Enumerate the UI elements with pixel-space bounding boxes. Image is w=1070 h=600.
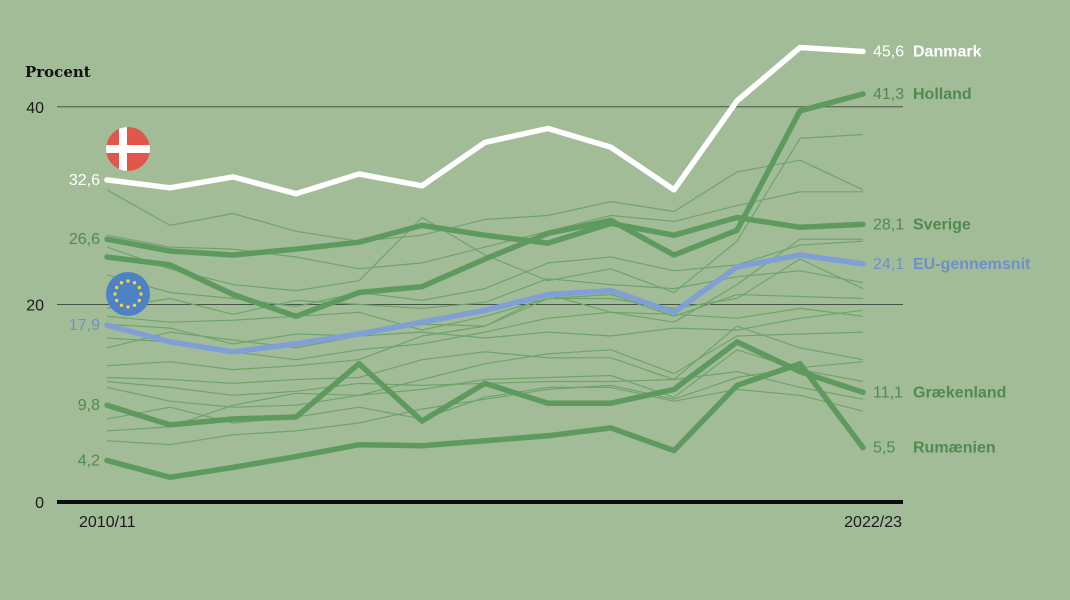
series-name-label-rumaenien: Rumænien (913, 440, 996, 457)
end-value-label-danmark: 45,6 (873, 43, 904, 60)
background-series-line-9 (106, 309, 864, 349)
end-value-label-sverige: 28,1 (873, 216, 904, 233)
series-line-danmark (104, 44, 866, 197)
x-tick-label-end: 2022/23 (844, 514, 902, 531)
background-series-line-13 (106, 349, 864, 408)
background-series-line-14 (106, 386, 864, 424)
y-tick-label-40: 40 (26, 100, 44, 117)
start-value-label-eu-gennemsnit: 17,9 (69, 317, 100, 334)
start-value-label-rumaenien: 4,2 (78, 453, 100, 470)
series-line-sverige (104, 214, 866, 258)
background-series-line-5 (106, 270, 864, 315)
background-series-line-2 (106, 191, 863, 270)
background-series-line-10 (106, 238, 863, 371)
series-name-label-sverige: Sverige (913, 216, 971, 233)
x-tick-label-start: 2010/11 (79, 514, 136, 531)
eu-flag-icon (106, 272, 150, 316)
start-value-label-graekenland: 9,8 (78, 397, 100, 414)
background-series-line-15 (106, 331, 864, 432)
background-series-line-4 (106, 240, 864, 307)
chart-overlay: 32,6 45,6 Danmark 41,3 Holland 26,6 28,1 Sverig… (25, 43, 1031, 531)
danish-flag-icon (106, 127, 150, 171)
y-axis-title: Procent (25, 63, 91, 81)
end-value-label-holland: 41,3 (873, 86, 904, 103)
series-name-label-danmark: Danmark (913, 43, 982, 60)
series-name-label-graekenland: Grækenland (913, 384, 1006, 401)
y-tick-label-20: 20 (26, 297, 44, 314)
series-line-eu-gennemsnit (104, 252, 866, 355)
background-series-line-3 (106, 133, 864, 294)
background-series-line-1 (106, 159, 864, 242)
background-series-line-16 (106, 361, 864, 446)
highlighted-series-group (104, 44, 866, 481)
series-name-label-holland: Holland (913, 86, 972, 103)
start-value-label-sverige: 26,6 (69, 231, 100, 248)
y-tick-label-0: 0 (35, 495, 44, 512)
start-value-label-danmark: 32,6 (69, 172, 100, 189)
series-name-label-eu-gennemsnit: EU-gennemsnit (913, 256, 1031, 273)
background-series-line-11 (106, 325, 864, 384)
end-value-label-rumaenien: 5,5 (873, 440, 895, 457)
end-value-label-graekenland: 11,1 (873, 384, 903, 401)
background-series-line-6 (106, 258, 864, 331)
series-line-rumaenien (104, 360, 866, 481)
series-line-holland (104, 91, 866, 320)
series-line-graekenland (104, 339, 866, 428)
end-value-label-eu-gennemsnit: 24,1 (873, 256, 904, 273)
